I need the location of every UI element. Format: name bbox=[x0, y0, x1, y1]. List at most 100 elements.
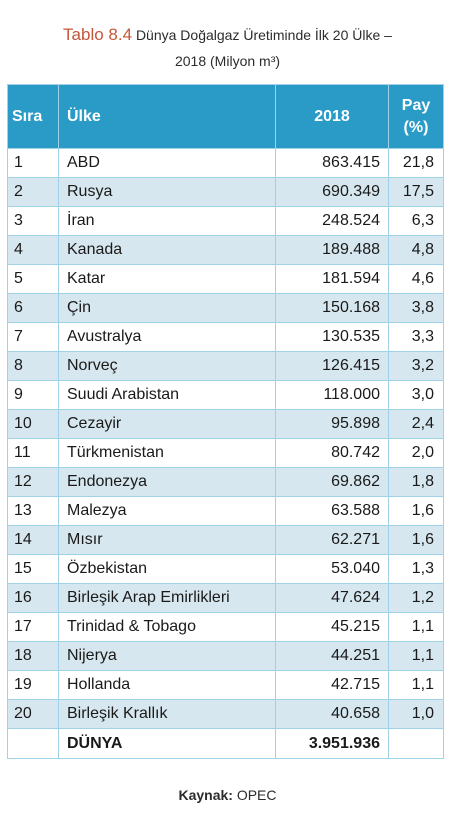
rank-cell: 5 bbox=[7, 264, 59, 294]
share-cell: 1,1 bbox=[388, 641, 444, 671]
table-row: 14 Mısır 62.271 1,6 bbox=[7, 525, 444, 555]
share-cell: 4,6 bbox=[388, 264, 444, 294]
value-cell: 69.862 bbox=[275, 467, 389, 497]
header-share-label: Pay bbox=[401, 96, 431, 114]
rank-cell: 7 bbox=[7, 322, 59, 352]
rank-cell: 19 bbox=[7, 670, 59, 700]
country-cell: İran bbox=[58, 206, 276, 236]
total-label: DÜNYA bbox=[58, 728, 276, 759]
rank-cell: 18 bbox=[7, 641, 59, 671]
rank-cell: 8 bbox=[7, 351, 59, 381]
rank-cell: 4 bbox=[7, 235, 59, 265]
table-row: 7 Avustralya 130.535 3,3 bbox=[7, 322, 444, 352]
header-share-unit: (%) bbox=[403, 118, 429, 136]
share-cell: 1,3 bbox=[388, 554, 444, 584]
table-row: 15 Özbekistan 53.040 1,3 bbox=[7, 554, 444, 584]
table-row: 3 İran 248.524 6,3 bbox=[7, 206, 444, 236]
share-cell: 3,3 bbox=[388, 322, 444, 352]
country-cell: Cezayir bbox=[58, 409, 276, 439]
table-caption: Tablo 8.4 Dünya Doğalgaz Üretiminde İlk … bbox=[0, 22, 455, 74]
source-value: OPEC bbox=[236, 787, 277, 803]
value-cell: 95.898 bbox=[275, 409, 389, 439]
table-row: 12 Endonezya 69.862 1,8 bbox=[7, 467, 444, 497]
table-row: 18 Nijerya 44.251 1,1 bbox=[7, 641, 444, 671]
rank-cell: 15 bbox=[7, 554, 59, 584]
value-cell: 150.168 bbox=[275, 293, 389, 323]
share-cell: 21,8 bbox=[388, 148, 444, 178]
value-cell: 62.271 bbox=[275, 525, 389, 555]
value-cell: 863.415 bbox=[275, 148, 389, 178]
country-cell: Avustralya bbox=[58, 322, 276, 352]
table-row: 8 Norveç 126.415 3,2 bbox=[7, 351, 444, 381]
value-cell: 45.215 bbox=[275, 612, 389, 642]
share-cell: 1,6 bbox=[388, 525, 444, 555]
gas-production-table: Sıra Ülke 2018 Pay (%) 1 ABD 863.415 21,8 2 R… bbox=[7, 84, 444, 759]
table-row: 10 Cezayir 95.898 2,4 bbox=[7, 409, 444, 439]
country-cell: Birleşik Krallık bbox=[58, 699, 276, 729]
share-cell: 1,2 bbox=[388, 583, 444, 613]
rank-cell: 11 bbox=[7, 438, 59, 468]
header-share: Pay (%) bbox=[388, 84, 444, 149]
table-header-row: Sıra Ülke 2018 Pay (%) bbox=[7, 84, 444, 149]
country-cell: Türkmenistan bbox=[58, 438, 276, 468]
value-cell: 690.349 bbox=[275, 177, 389, 207]
rank-cell: 10 bbox=[7, 409, 59, 439]
country-cell: Birleşik Arap Emirlikleri bbox=[58, 583, 276, 613]
table-row: 17 Trinidad & Tobago 45.215 1,1 bbox=[7, 612, 444, 642]
rank-cell: 6 bbox=[7, 293, 59, 323]
value-cell: 47.624 bbox=[275, 583, 389, 613]
header-year: 2018 bbox=[275, 84, 389, 149]
table-row: 2 Rusya 690.349 17,5 bbox=[7, 177, 444, 207]
value-cell: 118.000 bbox=[275, 380, 389, 410]
country-cell: Hollanda bbox=[58, 670, 276, 700]
value-cell: 80.742 bbox=[275, 438, 389, 468]
total-share-cell bbox=[388, 728, 444, 759]
table-title-line-2: 2018 (Milyon m³) bbox=[174, 53, 281, 69]
rank-cell: 20 bbox=[7, 699, 59, 729]
country-cell: Mısır bbox=[58, 525, 276, 555]
share-cell: 17,5 bbox=[388, 177, 444, 207]
country-cell: Malezya bbox=[58, 496, 276, 526]
table-number: Tablo 8.4 bbox=[63, 25, 133, 44]
table-row: 13 Malezya 63.588 1,6 bbox=[7, 496, 444, 526]
rank-cell: 16 bbox=[7, 583, 59, 613]
rank-cell: 3 bbox=[7, 206, 59, 236]
share-cell: 6,3 bbox=[388, 206, 444, 236]
value-cell: 53.040 bbox=[275, 554, 389, 584]
share-cell: 3,2 bbox=[388, 351, 444, 381]
total-value: 3.951.936 bbox=[275, 728, 389, 759]
rank-cell: 2 bbox=[7, 177, 59, 207]
share-cell: 1,6 bbox=[388, 496, 444, 526]
table-row: 19 Hollanda 42.715 1,1 bbox=[7, 670, 444, 700]
rank-cell: 1 bbox=[7, 148, 59, 178]
share-cell: 2,4 bbox=[388, 409, 444, 439]
table-row: 6 Çin 150.168 3,8 bbox=[7, 293, 444, 323]
country-cell: Suudi Arabistan bbox=[58, 380, 276, 410]
value-cell: 130.535 bbox=[275, 322, 389, 352]
header-country: Ülke bbox=[58, 84, 276, 149]
source-label: Kaynak: bbox=[178, 787, 233, 803]
country-cell: Çin bbox=[58, 293, 276, 323]
rank-cell: 9 bbox=[7, 380, 59, 410]
total-row: DÜNYA 3.951.936 bbox=[7, 728, 444, 759]
share-cell: 1,1 bbox=[388, 670, 444, 700]
country-cell: ABD bbox=[58, 148, 276, 178]
value-cell: 248.524 bbox=[275, 206, 389, 236]
share-cell: 1,8 bbox=[388, 467, 444, 497]
country-cell: Nijerya bbox=[58, 641, 276, 671]
table-row: 9 Suudi Arabistan 118.000 3,0 bbox=[7, 380, 444, 410]
country-cell: Özbekistan bbox=[58, 554, 276, 584]
table-row: 20 Birleşik Krallık 40.658 1,0 bbox=[7, 699, 444, 729]
rank-cell: 17 bbox=[7, 612, 59, 642]
country-cell: Endonezya bbox=[58, 467, 276, 497]
value-cell: 42.715 bbox=[275, 670, 389, 700]
value-cell: 40.658 bbox=[275, 699, 389, 729]
country-cell: Katar bbox=[58, 264, 276, 294]
share-cell: 3,0 bbox=[388, 380, 444, 410]
table-row: 16 Birleşik Arap Emirlikleri 47.624 1,2 bbox=[7, 583, 444, 613]
share-cell: 1,1 bbox=[388, 612, 444, 642]
rank-cell: 13 bbox=[7, 496, 59, 526]
country-cell: Trinidad & Tobago bbox=[58, 612, 276, 642]
header-rank: Sıra bbox=[7, 84, 59, 149]
rank-cell: 14 bbox=[7, 525, 59, 555]
